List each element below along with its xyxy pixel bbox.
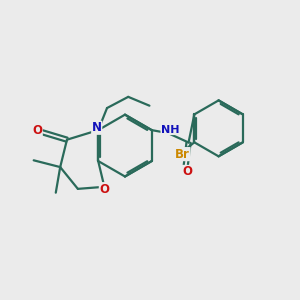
Text: O: O <box>32 124 42 137</box>
Text: NH: NH <box>161 124 179 134</box>
Text: O: O <box>99 183 110 196</box>
Text: O: O <box>182 165 192 178</box>
Text: Br: Br <box>175 148 190 160</box>
Text: N: N <box>92 121 102 134</box>
